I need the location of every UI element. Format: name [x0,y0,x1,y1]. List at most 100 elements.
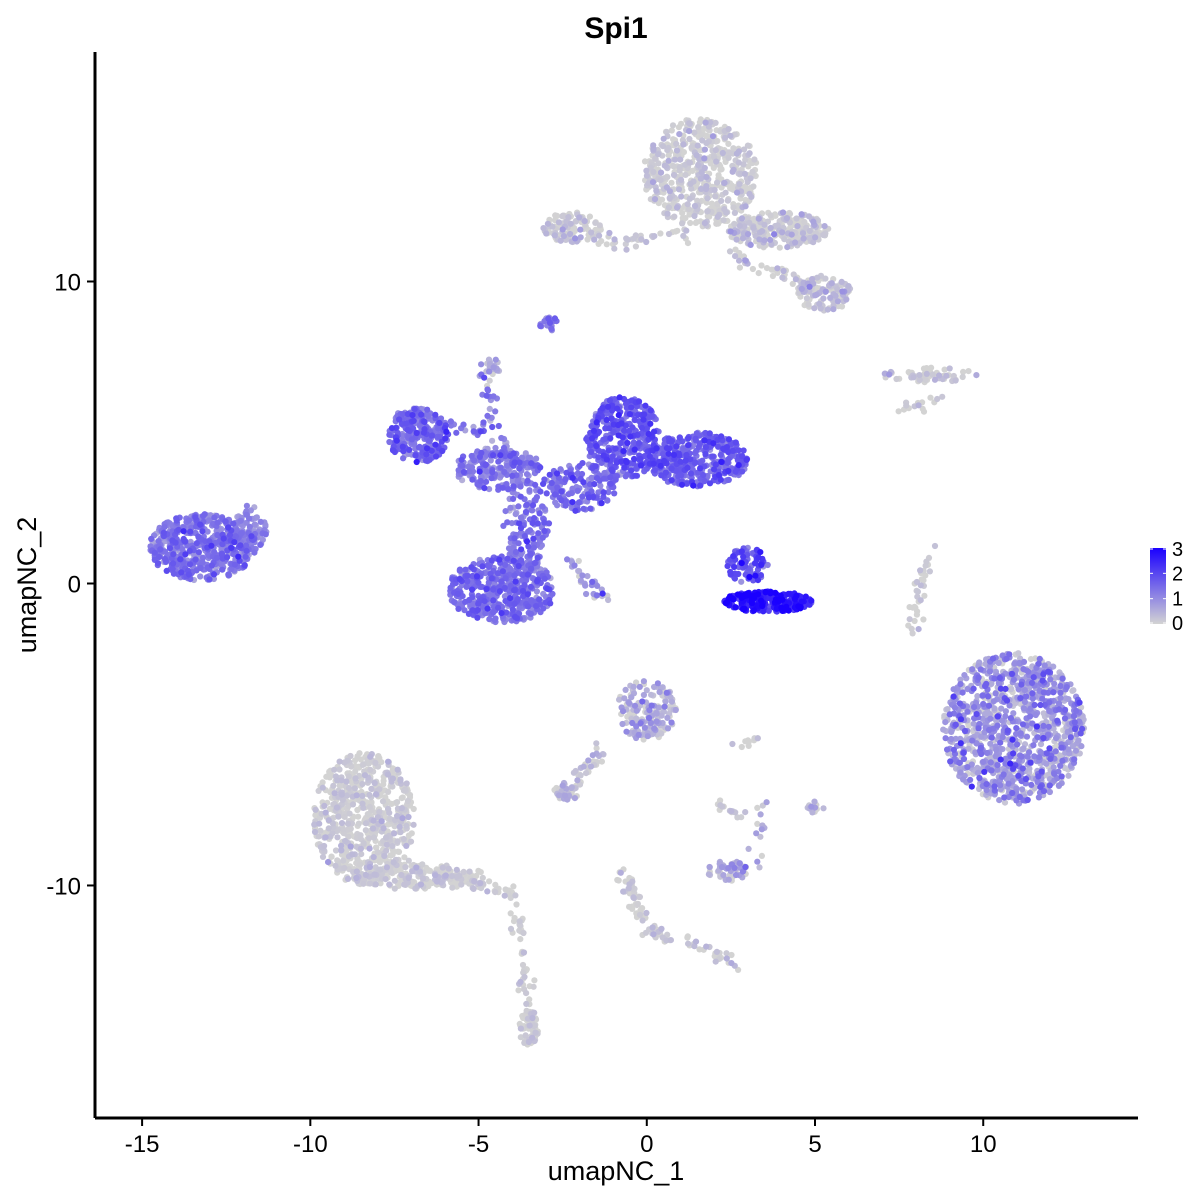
cell-point [721,134,729,141]
cell-point [322,834,329,841]
cell-point [510,918,518,925]
cell-point [583,590,590,598]
cell-point [986,668,994,675]
cell-point [653,710,660,717]
cell-point [838,278,845,285]
cell-point [340,857,347,864]
cell-point [577,226,584,233]
cell-point [460,868,467,876]
cell-point [1078,704,1085,711]
cell-point [917,597,924,604]
cell-point [345,785,353,792]
cell-point [671,213,678,220]
cell-point [920,616,927,623]
cell-point [811,798,818,805]
cell-point [1019,786,1026,793]
cell-point [683,227,690,234]
cell-point [817,305,824,312]
cell-point [381,852,388,860]
cell-point [799,230,807,237]
cell-point [325,817,332,824]
cell-point [380,825,387,832]
cell-point [666,188,674,195]
cell-point [726,149,733,156]
cell-point [697,116,704,123]
cell-point [360,840,367,847]
cell-point [661,162,668,169]
cell-point [584,236,591,243]
cell-point [803,295,811,302]
cell-point [714,213,721,220]
cell-point [706,213,713,220]
cell-point [790,271,797,278]
cell-point [641,724,649,731]
cell-point [525,1038,533,1046]
cell-point [906,616,913,623]
cell-point [568,784,575,792]
cell-point [720,217,727,224]
cell-point [360,880,367,887]
cell-point [626,881,633,888]
cell-point [714,179,721,186]
cell-point [478,361,485,368]
cell-point [394,799,401,806]
cell-point [734,189,741,196]
cell-point [352,768,359,775]
cell-point [349,801,357,808]
cell-point [650,168,657,176]
cell-point [910,374,917,381]
cell-point [697,147,704,154]
cell-point [635,731,642,739]
cell-point [557,237,564,244]
cell-point [676,131,683,138]
cell-point [334,777,341,784]
cell-point [798,211,805,218]
cell-point [330,782,337,789]
cell-point [643,172,651,179]
cell-point [820,295,827,302]
cell-point [1021,687,1028,694]
cell-point [793,234,800,241]
cell-point [1070,687,1077,694]
cell-point [592,219,599,226]
cell-point [621,695,628,702]
cell-point [1050,764,1057,771]
cell-point [630,894,637,901]
cell-point [687,219,694,227]
cell-point [694,197,701,204]
cell-point [636,683,643,691]
cell-point [695,124,702,131]
cell-point [712,193,719,200]
cell-point [331,790,338,797]
cell-point [664,931,671,938]
cell-point [523,471,531,478]
cell-point [408,830,415,837]
cell-point [325,859,332,866]
cell-point [715,172,722,179]
cell-point [936,372,943,379]
cell-point [321,842,328,850]
cell-point [383,847,390,854]
cell-point [486,368,493,375]
cell-point [650,931,657,938]
cell-point [572,235,579,242]
cell-point [588,229,595,236]
cell-point [582,582,589,589]
cell-point [758,262,765,269]
cell-point [523,1000,530,1008]
cell-point [526,487,533,494]
cell-point [185,517,193,524]
cell-point [1046,788,1053,796]
cell-point [730,145,737,152]
cell-point [921,592,928,599]
cell-point [544,220,552,227]
cell-point [491,616,498,624]
cell-point [161,524,168,531]
cell-point [394,766,401,773]
cell-point [598,758,606,765]
cell-point [575,557,582,565]
cell-point [677,176,685,183]
cell-point [735,159,742,166]
cell-point [399,815,406,822]
